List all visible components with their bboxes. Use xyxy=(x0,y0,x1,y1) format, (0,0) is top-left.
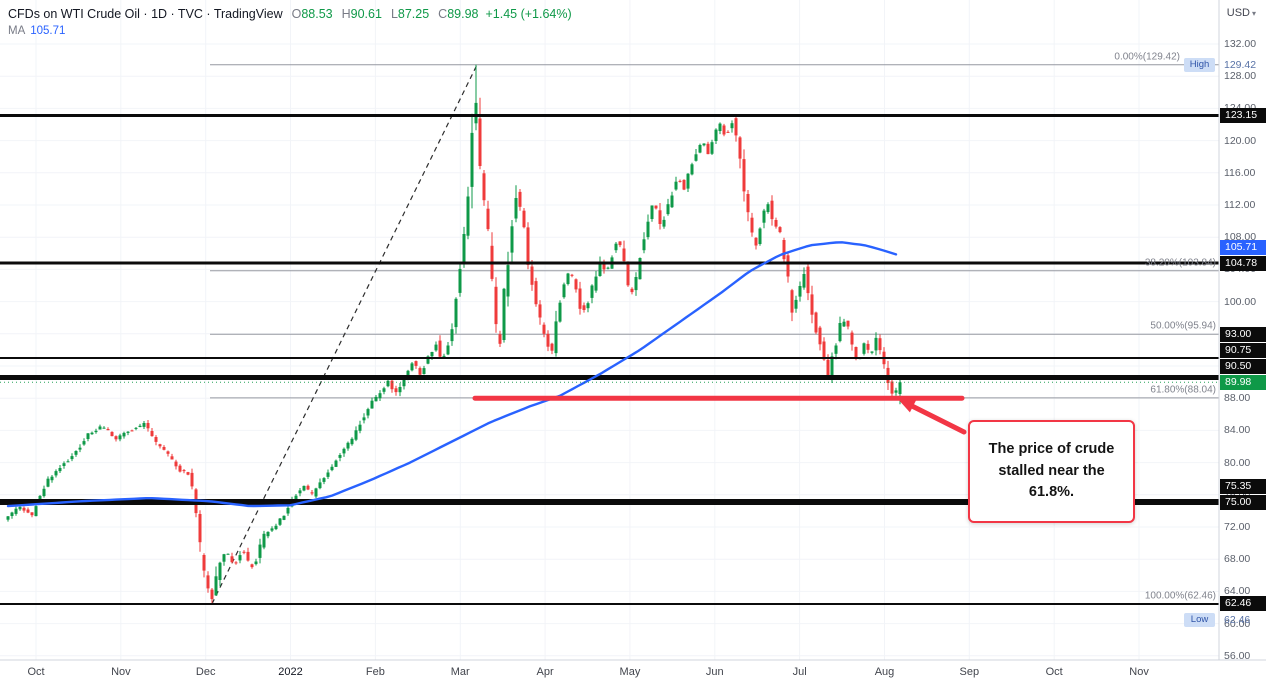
callout-line: stalled near the xyxy=(998,462,1105,479)
currency-label: USD xyxy=(1226,7,1250,19)
horizontal-level-lines[interactable] xyxy=(0,113,1219,605)
currency-selector[interactable]: USD ▾ xyxy=(1227,7,1256,19)
ma-indicator-legend[interactable]: MA 105.71 xyxy=(8,25,65,37)
grid xyxy=(0,0,1219,660)
moving-average-line[interactable] xyxy=(6,241,898,508)
ohlc-high: H90.61 xyxy=(342,7,382,21)
high-label: H xyxy=(341,7,351,21)
annotation-callout[interactable]: The price of crude stalled near the 61.8… xyxy=(968,420,1135,523)
ohlc-open: O88.53 xyxy=(292,7,333,21)
chevron-down-icon: ▾ xyxy=(1251,9,1256,18)
chart-legend[interactable]: CFDs on WTI Crude Oil · 1D · TVC · Tradi… xyxy=(8,7,572,21)
close-value: 89.98 xyxy=(447,7,479,21)
open-value: 88.53 xyxy=(301,7,333,21)
series-title[interactable]: CFDs on WTI Crude Oil · 1D · TVC · Tradi… xyxy=(8,7,283,21)
change-value: +1.45 (+1.64%) xyxy=(485,7,572,21)
time-axis[interactable] xyxy=(0,660,1266,682)
callout-line: The price of crude xyxy=(988,440,1115,457)
red-arrowhead xyxy=(897,398,917,413)
ohlc-close: C89.98 xyxy=(438,7,478,21)
ohlc-low: L87.25 xyxy=(391,7,429,21)
ma-label: MA xyxy=(8,25,26,37)
price-axis[interactable] xyxy=(1219,0,1266,660)
red-annotation-drawing[interactable] xyxy=(472,395,967,435)
low-label: L xyxy=(390,7,398,21)
high-value: 90.61 xyxy=(350,7,382,21)
trendline-dashed[interactable] xyxy=(211,64,478,605)
callout-line: 61.8%. xyxy=(1028,484,1075,501)
close-label: C xyxy=(438,7,448,21)
open-label: O xyxy=(291,7,302,21)
low-value: 87.25 xyxy=(397,7,430,21)
ma-value: 105.71 xyxy=(30,25,66,37)
